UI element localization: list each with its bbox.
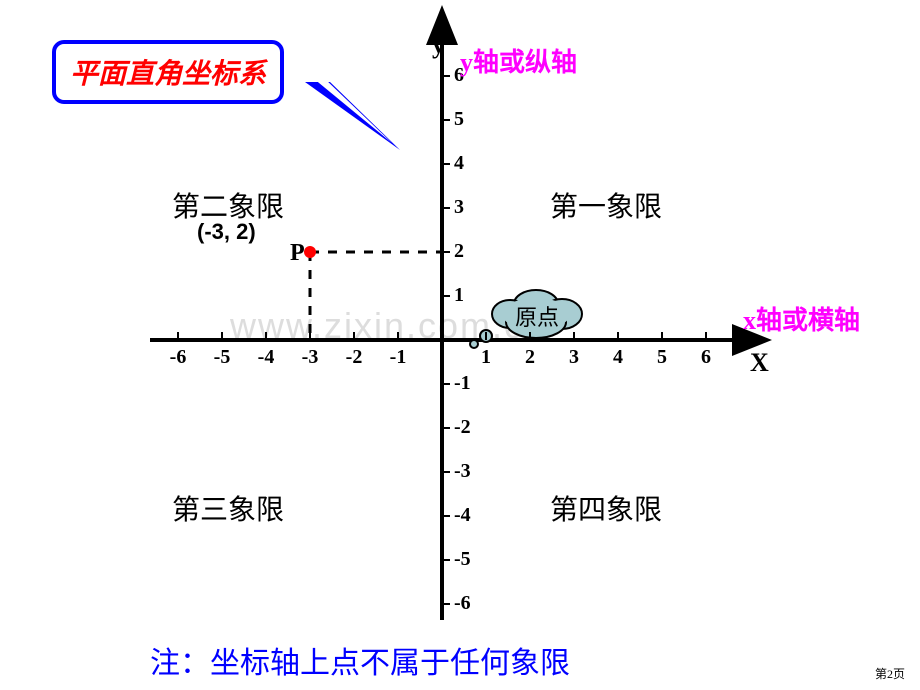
y-tick-label: -2	[454, 416, 484, 439]
x-tick-label: -2	[342, 346, 366, 369]
y-tick	[442, 119, 450, 121]
x-tick	[265, 332, 267, 340]
y-tick-label: -3	[454, 460, 484, 483]
x-tick-label: 3	[562, 346, 586, 369]
point-p-coord: (-3, 2)	[197, 219, 256, 245]
y-tick-label: 5	[454, 108, 484, 131]
page-number: 第2页	[875, 665, 905, 682]
x-tick-label: -1	[386, 346, 410, 369]
footer-note: 注：坐标轴上点不属于任何象限	[150, 638, 570, 682]
x-tick	[705, 332, 707, 340]
quadrant-1-label: 第一象限	[550, 185, 662, 225]
x-tick-label: 4	[606, 346, 630, 369]
y-tick-label: -6	[454, 592, 484, 615]
y-axis-name: y轴或纵轴	[460, 42, 577, 79]
x-tick	[309, 332, 311, 340]
x-tick	[573, 332, 575, 340]
y-tick	[442, 559, 450, 561]
x-tick-label: -3	[298, 346, 322, 369]
y-tick-label: 4	[454, 152, 484, 175]
y-tick	[442, 515, 450, 517]
y-tick-label: 2	[454, 240, 484, 263]
x-tick-label: -5	[210, 346, 234, 369]
y-tick	[442, 383, 450, 385]
x-tick	[353, 332, 355, 340]
point-p-name: P	[290, 240, 305, 267]
x-tick-label: 1	[474, 346, 498, 369]
x-tick-label: 5	[650, 346, 674, 369]
y-tick-label: -5	[454, 548, 484, 571]
y-tick	[442, 163, 450, 165]
y-tick	[442, 251, 450, 253]
x-tick	[177, 332, 179, 340]
x-tick	[617, 332, 619, 340]
x-tick	[661, 332, 663, 340]
y-tick-label: 1	[454, 284, 484, 307]
origin-label: 原点	[515, 300, 559, 332]
y-tick-label: -1	[454, 372, 484, 395]
y-tick	[442, 295, 450, 297]
callout-title: 平面直角坐标系	[52, 40, 284, 104]
y-tick	[442, 471, 450, 473]
y-tick	[442, 603, 450, 605]
x-tick	[529, 332, 531, 340]
x-tick	[485, 332, 487, 340]
x-tick-label: -6	[166, 346, 190, 369]
x-axis-name: x轴或横轴	[743, 300, 860, 337]
y-tick-label: 3	[454, 196, 484, 219]
y-tick-label: -4	[454, 504, 484, 527]
x-tick	[221, 332, 223, 340]
y-axis-letter: y	[432, 30, 445, 60]
quadrant-3-label: 第三象限	[172, 488, 284, 528]
point-p	[304, 246, 316, 258]
diagram-stage: www.zixin.com.cn -6-5-4-3-2-1123456	[0, 0, 920, 690]
x-tick	[397, 332, 399, 340]
x-tick-label: 6	[694, 346, 718, 369]
y-tick	[442, 427, 450, 429]
x-tick-label: 2	[518, 346, 542, 369]
x-tick-label: -4	[254, 346, 278, 369]
y-tick	[442, 75, 450, 77]
y-tick	[442, 207, 450, 209]
quadrant-4-label: 第四象限	[550, 488, 662, 528]
x-axis-letter: X	[750, 348, 769, 378]
